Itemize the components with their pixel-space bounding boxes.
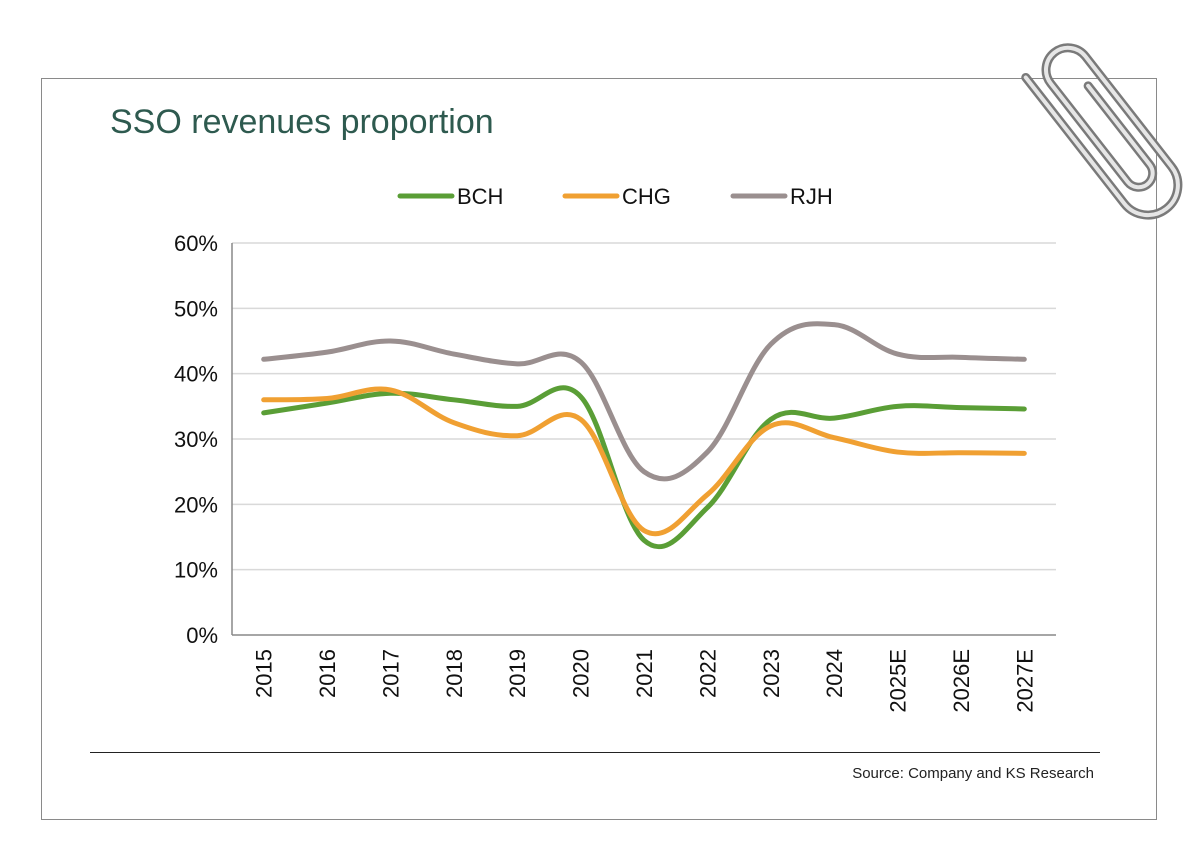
series-lines [261, 321, 1027, 550]
x-tick-label: 2021 [632, 649, 657, 698]
legend-label-rjh: RJH [790, 184, 833, 209]
chart-title: SSO revenues proportion [110, 103, 494, 141]
x-tick-label: 2017 [378, 649, 403, 698]
x-tick-label: 2024 [822, 649, 847, 698]
y-tick-label: 40% [174, 362, 218, 387]
x-tick-label: 2019 [505, 649, 530, 698]
legend-label-bch: BCH [457, 184, 503, 209]
series-line-rjh [261, 321, 1027, 482]
x-tick-label: 2027E [1012, 649, 1037, 713]
legend-label-chg: CHG [622, 184, 671, 209]
paperclip-icon [1021, 43, 1183, 220]
y-tick-label: 10% [174, 558, 218, 583]
grid-lines [232, 242, 1056, 571]
x-tick-label: 2025E [886, 649, 911, 713]
x-tick-label: 2018 [442, 649, 467, 698]
series-line-bch [261, 385, 1027, 550]
x-tick-label: 2016 [315, 649, 340, 698]
y-tick-label: 20% [174, 492, 218, 517]
y-tick-label: 0% [186, 623, 218, 648]
x-tick-label: 2022 [695, 649, 720, 698]
y-tick-label: 30% [174, 427, 218, 452]
y-tick-label: 60% [174, 231, 218, 256]
legend: BCH CHG RJH [397, 184, 833, 209]
x-tick-label: 2023 [759, 649, 784, 698]
axes [231, 243, 1056, 636]
x-tick-labels: 2015 2016 2017 2018 2019 2020 2021 2022 2023 2024… [252, 649, 1038, 713]
footer-divider [90, 752, 1100, 753]
x-tick-label: 2020 [569, 649, 594, 698]
x-tick-label: 2015 [252, 649, 277, 698]
y-tick-labels: 0% 10% 20% 30% 40% 50% 60% [174, 231, 218, 648]
source-note: Source: Company and KS Research [852, 765, 1094, 782]
x-tick-label: 2026E [949, 649, 974, 713]
y-tick-label: 50% [174, 296, 218, 321]
series-line-chg [261, 386, 1027, 537]
